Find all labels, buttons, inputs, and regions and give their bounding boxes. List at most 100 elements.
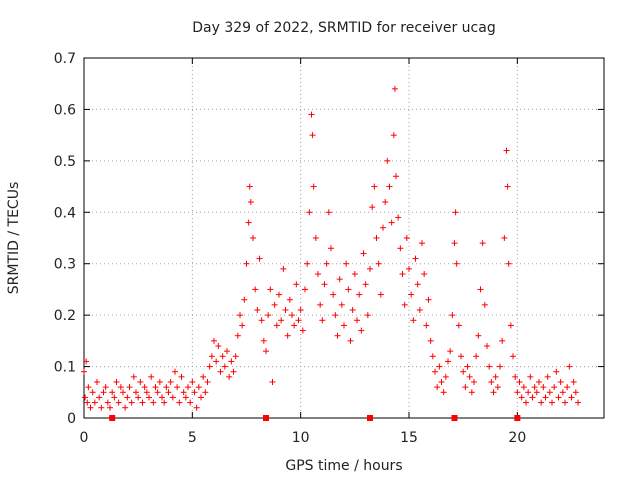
data-point xyxy=(308,111,315,118)
data-point xyxy=(258,317,265,324)
data-point xyxy=(375,260,382,267)
data-point xyxy=(462,384,469,391)
data-point xyxy=(423,322,430,329)
data-point xyxy=(191,389,198,396)
data-point xyxy=(542,394,549,401)
data-point xyxy=(384,157,391,164)
data-point xyxy=(291,322,298,329)
data-point xyxy=(419,240,425,247)
data-point xyxy=(403,235,410,241)
data-point xyxy=(406,265,412,272)
data-point xyxy=(555,394,562,401)
y-tick-label: 0.2 xyxy=(54,308,76,324)
x-tick-label: 0 xyxy=(80,430,89,446)
data-point xyxy=(575,399,581,406)
data-point xyxy=(371,183,378,190)
data-point xyxy=(309,132,316,139)
data-point xyxy=(245,219,252,226)
data-point xyxy=(146,394,152,401)
data-point xyxy=(213,358,220,365)
data-point xyxy=(401,301,408,308)
data-point xyxy=(484,343,490,349)
data-point xyxy=(111,394,118,401)
y-tick-label: 0 xyxy=(67,411,76,427)
data-point xyxy=(546,389,553,396)
data-point xyxy=(117,384,124,391)
data-point xyxy=(362,281,369,288)
data-point xyxy=(81,368,87,375)
data-point xyxy=(492,373,499,380)
data-point xyxy=(408,291,415,298)
data-point xyxy=(273,322,280,329)
data-point xyxy=(321,281,328,288)
y-axis-label: SRMTID / TECUs xyxy=(6,182,22,295)
data-point xyxy=(230,368,237,375)
data-point xyxy=(250,235,256,241)
data-point xyxy=(505,260,512,267)
axis-ticks: 0 0.1 0.2 0.3 0.4 0.5 0.6 0.7 0 5 10 15 20 xyxy=(54,51,604,446)
data-point xyxy=(100,389,107,396)
x-tick-label: 20 xyxy=(508,430,526,446)
data-point xyxy=(477,286,484,293)
data-point xyxy=(486,363,493,370)
data-point xyxy=(297,307,304,313)
data-point xyxy=(568,394,575,401)
data-point xyxy=(549,399,555,406)
data-point xyxy=(317,301,324,308)
data-point xyxy=(445,358,451,365)
data-point xyxy=(504,183,511,190)
data-point xyxy=(377,291,384,298)
data-point xyxy=(466,373,473,380)
data-point xyxy=(133,389,139,396)
data-point xyxy=(512,373,519,380)
data-point xyxy=(473,353,480,360)
data-point xyxy=(436,363,443,370)
data-point xyxy=(113,379,120,385)
data-point xyxy=(226,373,233,380)
data-point xyxy=(536,379,542,385)
y-tick-label: 0.1 xyxy=(54,360,76,376)
data-point xyxy=(488,379,495,385)
data-point xyxy=(139,399,146,406)
data-point xyxy=(427,337,434,344)
data-point xyxy=(239,322,246,329)
data-point xyxy=(453,260,460,267)
data-point xyxy=(531,384,538,391)
data-point xyxy=(84,399,91,406)
data-point xyxy=(412,255,419,262)
data-point xyxy=(332,312,339,319)
data-point xyxy=(343,260,350,267)
data-point xyxy=(130,373,137,380)
x-axis-label: GPS time / hours xyxy=(285,458,402,474)
data-point xyxy=(447,348,454,355)
data-point xyxy=(185,384,191,391)
data-point xyxy=(310,183,317,190)
data-point xyxy=(176,399,183,406)
data-point xyxy=(163,384,170,391)
data-point xyxy=(452,209,459,216)
data-point xyxy=(516,379,523,385)
data-point xyxy=(510,353,516,360)
data-point xyxy=(410,317,417,324)
data-point xyxy=(334,332,341,339)
data-point xyxy=(271,301,278,308)
data-point xyxy=(96,394,103,401)
data-point xyxy=(501,235,508,241)
y-tick-label: 0.6 xyxy=(54,102,76,118)
data-point xyxy=(386,183,393,190)
data-point xyxy=(286,296,293,303)
data-point xyxy=(388,219,395,226)
data-point xyxy=(425,296,432,303)
data-point xyxy=(438,379,445,385)
data-point xyxy=(490,389,497,396)
data-point xyxy=(284,332,291,339)
data-point xyxy=(312,235,319,241)
y-tick-label: 0.7 xyxy=(54,51,76,67)
data-point xyxy=(246,183,253,190)
data-point xyxy=(211,337,217,344)
data-point xyxy=(135,394,142,401)
data-point xyxy=(503,147,510,154)
data-point xyxy=(507,322,514,329)
y-tick-label: 0.3 xyxy=(54,257,76,273)
